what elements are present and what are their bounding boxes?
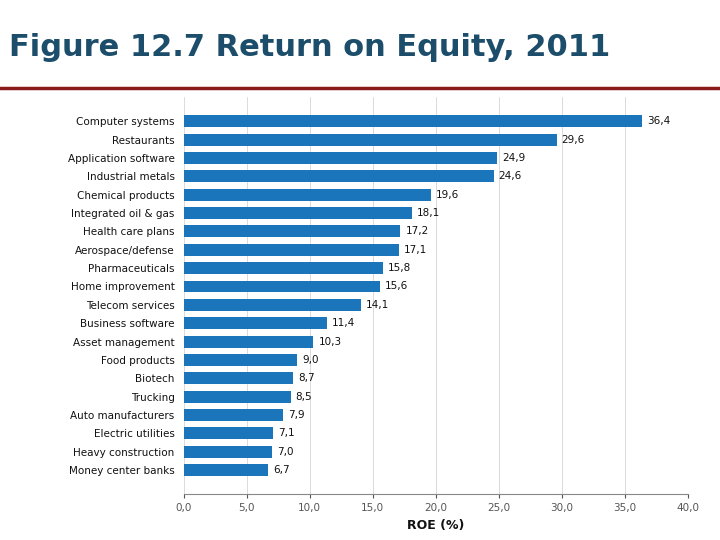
Text: 10,3: 10,3 [318,336,341,347]
Text: 9,0: 9,0 [302,355,318,365]
Bar [184,446,272,458]
X-axis label: ROE (%): ROE (%) [407,519,464,532]
Text: 17,2: 17,2 [405,226,428,237]
Bar [184,335,313,348]
Bar [184,152,498,164]
Bar [184,317,327,329]
Bar [184,354,297,366]
Bar [184,299,361,311]
Text: 12-22: 12-22 [669,521,702,530]
Text: 7,9: 7,9 [288,410,305,420]
Bar [184,170,494,183]
Text: 8,5: 8,5 [296,392,312,402]
Bar [184,409,283,421]
Text: 18,1: 18,1 [417,208,440,218]
Text: 15,8: 15,8 [388,263,411,273]
Bar [184,244,399,256]
Bar [184,464,268,476]
Text: 7,1: 7,1 [278,428,294,438]
Text: 14,1: 14,1 [366,300,390,310]
Text: 11,4: 11,4 [333,318,356,328]
Bar [184,133,557,146]
Text: Figure 12.7 Return on Equity, 2011: Figure 12.7 Return on Equity, 2011 [9,33,610,63]
Text: 29,6: 29,6 [562,134,585,145]
Bar [184,207,412,219]
Bar [184,372,293,384]
Text: 24,9: 24,9 [503,153,526,163]
Bar [184,280,380,293]
Bar [184,225,400,238]
Bar [184,262,383,274]
Bar [184,115,642,127]
Text: 15,6: 15,6 [385,281,408,292]
Text: 6,7: 6,7 [273,465,289,475]
Bar [184,188,431,201]
Text: 17,1: 17,1 [404,245,428,255]
Bar [184,427,273,440]
Bar [184,390,291,403]
Text: 7,0: 7,0 [277,447,293,457]
Text: 24,6: 24,6 [498,171,522,181]
Text: 36,4: 36,4 [647,116,670,126]
Text: 8,7: 8,7 [298,373,315,383]
Text: 19,6: 19,6 [436,190,459,200]
